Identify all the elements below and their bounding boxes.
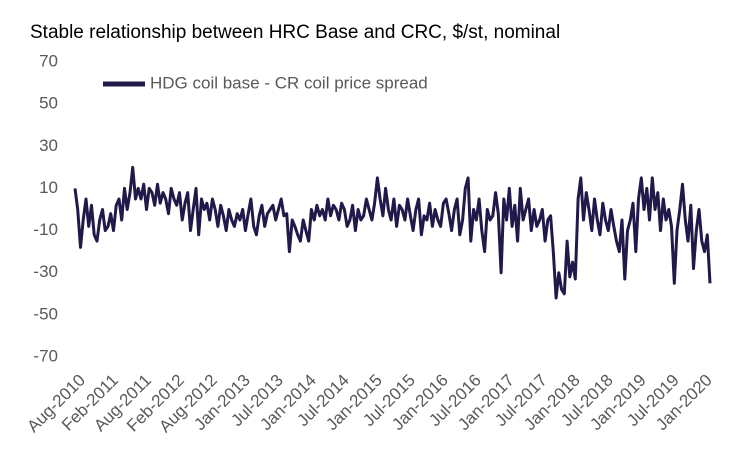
y-tick-label: 70 [39,51,58,70]
y-tick-label: 50 [39,94,58,113]
y-tick-label: -50 [33,304,58,323]
legend-label: HDG coil base - CR coil price spread [150,73,428,92]
chart-title: Stable relationship between HRC Base and… [30,22,560,43]
y-tick-label: 30 [39,136,58,155]
y-tick-label: 10 [39,178,58,197]
y-tick-label: -10 [33,220,58,239]
y-tick-label: -70 [33,346,58,365]
series-line [73,165,712,300]
y-tick-label: -30 [33,262,58,281]
